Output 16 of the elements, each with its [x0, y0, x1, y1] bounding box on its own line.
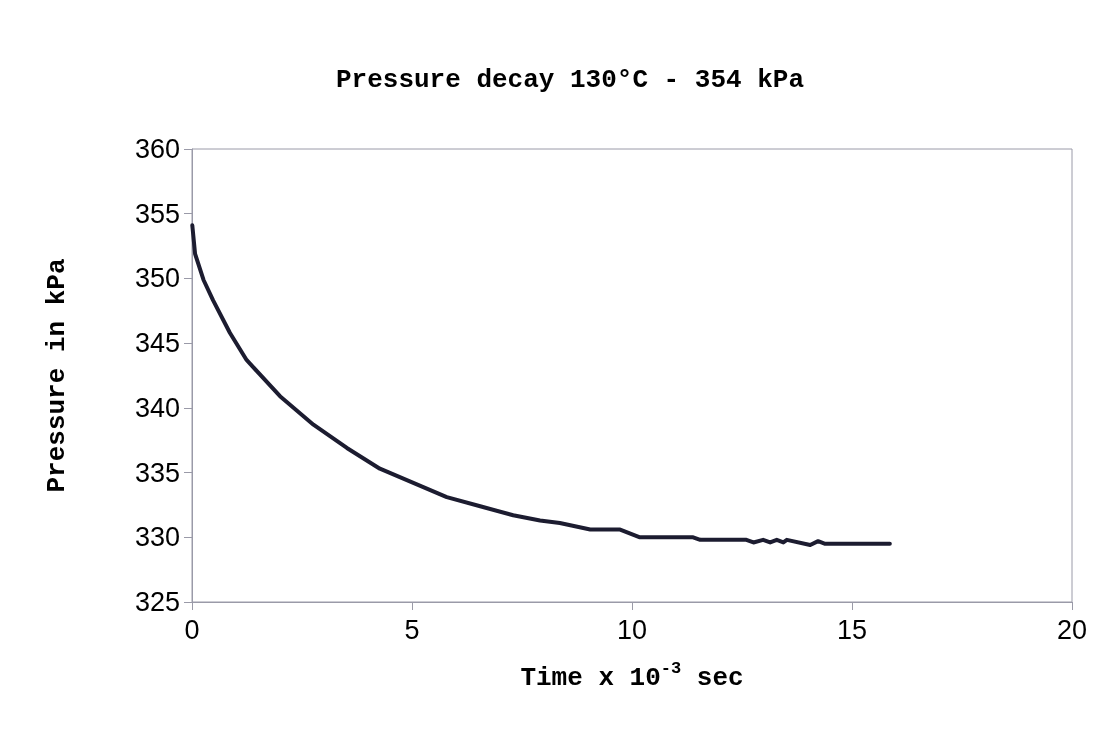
x-tick-label: 10: [616, 614, 648, 645]
line-series: [190, 223, 892, 548]
y-axis-title: Pressure in kPa: [42, 258, 72, 493]
x-tick-label: 15: [836, 614, 868, 645]
x-tick-label: 5: [404, 614, 420, 645]
x-tick-label: 0: [184, 614, 200, 645]
y-tick-label: 340: [134, 392, 180, 423]
y-tick-label: 330: [134, 522, 180, 553]
chart-title: Pressure decay 130°C - 354 kPa: [335, 65, 805, 95]
y-tick-label: 345: [134, 328, 180, 359]
y-tick-label: 350: [134, 263, 180, 294]
y-tick-label: 360: [134, 134, 180, 164]
y-tick-label: 335: [134, 457, 180, 488]
x-tick-label: 20: [1056, 614, 1088, 645]
y-tick-label: 325: [134, 587, 180, 617]
y-tick-label: 355: [134, 198, 180, 229]
